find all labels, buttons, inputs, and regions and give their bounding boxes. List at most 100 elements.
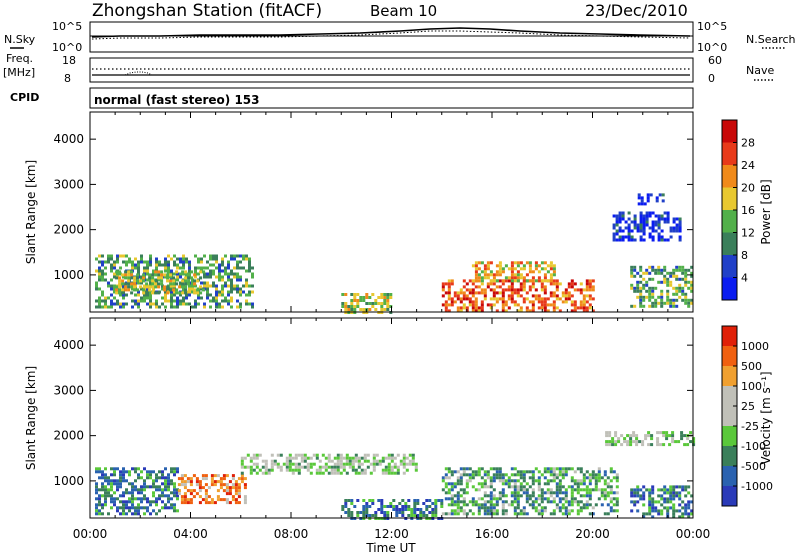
echo-cell: [143, 482, 146, 486]
echo-cell: [149, 296, 152, 300]
echo-cell: [684, 280, 688, 284]
echo-cell: [201, 498, 205, 502]
echo-cell: [576, 479, 580, 483]
echo-cell: [684, 301, 688, 305]
echo-cell: [239, 260, 242, 264]
echo-cell: [160, 282, 164, 286]
echo-cell: [690, 494, 694, 498]
echo-cell: [276, 465, 280, 469]
echo-cell: [384, 468, 388, 472]
echo-cell: [234, 480, 238, 484]
echo-cell: [618, 214, 622, 218]
echo-cell: [131, 497, 134, 501]
echo-cell: [152, 479, 155, 483]
echo-cell: [668, 443, 672, 447]
echo-cell: [189, 498, 193, 502]
echo-cell: [582, 494, 586, 498]
echo-cell: [651, 229, 655, 233]
echo-cell: [142, 279, 146, 283]
echo-cell: [227, 272, 230, 276]
colorbar-segment: [722, 326, 737, 346]
echo-cell: [657, 223, 661, 227]
echo-cell: [368, 308, 372, 311]
echo-cell: [510, 500, 514, 504]
echo-cell: [161, 476, 164, 480]
echo-cell: [492, 273, 496, 277]
echo-cell: [416, 502, 420, 505]
echo-cell: [98, 260, 101, 264]
echo-cell: [567, 509, 571, 513]
echo-cell: [633, 265, 637, 269]
echo-cell: [155, 479, 158, 483]
echo-cell: [154, 285, 158, 289]
echo-cell: [350, 499, 354, 502]
echo-cell: [543, 285, 547, 289]
echo-cell: [525, 273, 529, 277]
echo-cell: [639, 274, 643, 278]
echo-cell: [612, 214, 616, 218]
echo-cell: [615, 497, 619, 501]
echo-cell: [321, 453, 325, 457]
echo-cell: [444, 309, 448, 313]
echo-cell: [573, 306, 577, 310]
echo-cell: [501, 270, 505, 274]
echo-cell: [444, 303, 448, 307]
echo-cell: [413, 511, 417, 514]
echo-cell: [552, 479, 556, 483]
echo-cell: [489, 491, 493, 495]
echo-cell: [173, 503, 176, 507]
echo-cell: [350, 514, 354, 517]
echo-cell: [630, 238, 634, 242]
echo-cell: [683, 443, 687, 447]
echo-cell: [665, 431, 669, 435]
echo-cell: [180, 477, 184, 481]
echo-cell: [170, 491, 173, 495]
echo-cell: [636, 295, 640, 299]
echo-cell: [639, 268, 643, 272]
echo-cell: [224, 254, 227, 258]
echo-cell: [176, 275, 179, 279]
echo-cell: [107, 512, 110, 516]
echo-cell: [663, 301, 667, 305]
echo-cell: [671, 434, 675, 438]
echo-cell: [407, 505, 411, 508]
echo-cell: [374, 514, 378, 517]
echo-cell: [591, 285, 595, 289]
echo-cell: [383, 308, 387, 311]
echo-cell: [176, 302, 179, 306]
echo-cell: [288, 465, 292, 469]
echo-cell: [645, 283, 649, 287]
echo-cell: [107, 260, 110, 264]
echo-cell: [444, 467, 448, 471]
echo-cell: [513, 488, 517, 492]
echo-cell: [170, 482, 173, 486]
echo-cell: [663, 485, 667, 489]
echo-cell: [372, 465, 376, 469]
echo-cell: [507, 297, 511, 301]
echo-cell: [684, 512, 688, 516]
echo-cell: [651, 488, 655, 492]
echo-cell: [684, 503, 688, 507]
echo-cell: [245, 284, 248, 288]
echo-cell: [600, 476, 604, 480]
echo-cell: [606, 512, 610, 516]
echo-cell: [660, 280, 664, 284]
power-colorbar-label: Power [dB]: [759, 179, 773, 244]
echo-cell: [513, 279, 517, 283]
echo-cell: [359, 308, 363, 311]
echo-cell: [444, 476, 448, 480]
echo-cell: [200, 257, 203, 261]
echo-cell: [441, 282, 445, 286]
echo-cell: [510, 270, 514, 274]
echo-cell: [118, 288, 122, 292]
echo-cell: [549, 494, 553, 498]
echo-cell: [663, 277, 667, 281]
echo-cell: [534, 500, 538, 504]
cpid-strip: [89, 87, 694, 109]
echo-cell: [510, 467, 514, 471]
echo-cell: [300, 459, 304, 463]
echo-cell: [492, 294, 496, 298]
echo-cell: [218, 269, 221, 273]
echo-cell: [558, 509, 562, 513]
echo-cell: [209, 275, 212, 279]
